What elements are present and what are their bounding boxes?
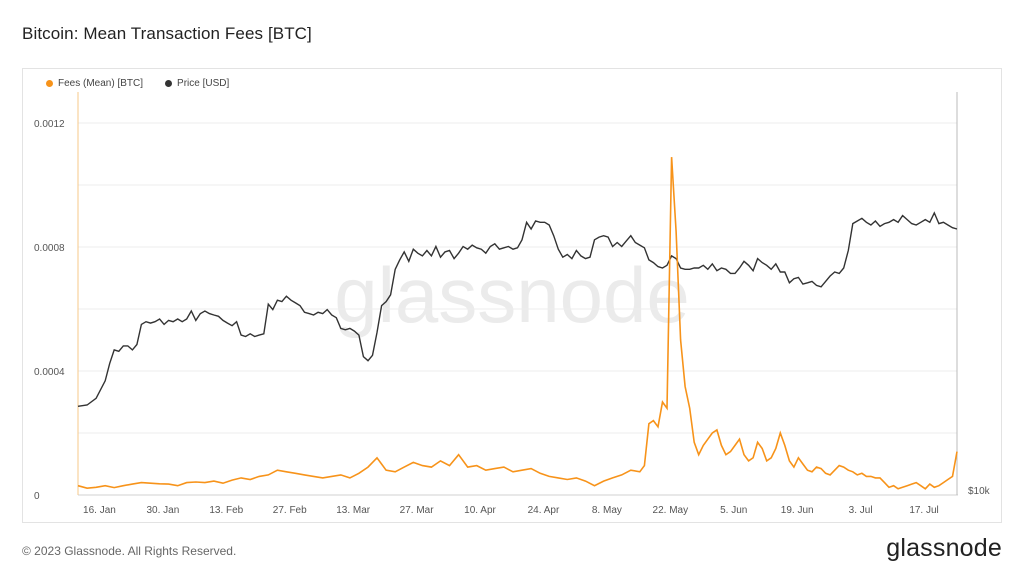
legend-item-price[interactable]: Price [USD] bbox=[165, 78, 229, 89]
x-tick-label: 16. Jan bbox=[83, 505, 116, 516]
chart-title: Bitcoin: Mean Transaction Fees [BTC] bbox=[22, 24, 312, 43]
x-tick-label: 13. Feb bbox=[209, 505, 243, 516]
x-tick-label: 3. Jul bbox=[849, 505, 873, 516]
y-tick-label: 0.0004 bbox=[34, 367, 65, 378]
x-tick-label: 5. Jun bbox=[720, 505, 747, 516]
chart-panel bbox=[22, 68, 1002, 523]
legend-dot-price bbox=[165, 80, 173, 87]
series-line-fees bbox=[77, 157, 958, 490]
brand-logo: glassnode bbox=[886, 534, 1002, 562]
x-tick-label: 19. Jun bbox=[781, 505, 814, 516]
y-tick-label: 0 bbox=[34, 491, 40, 502]
x-tick-label: 8. May bbox=[592, 505, 622, 516]
legend: Fees (Mean) [BTC] Price [USD] bbox=[46, 78, 229, 89]
grid-lines bbox=[78, 122, 957, 434]
x-tick-label: 30. Jan bbox=[146, 505, 179, 516]
y-axis-left: 0 0.0004 0.0008 0.0012 bbox=[34, 119, 65, 502]
x-tick-label: 17. Jul bbox=[909, 505, 938, 516]
legend-label-fees: Fees (Mean) [BTC] bbox=[58, 78, 144, 89]
y-tick-label: 0.0012 bbox=[34, 119, 65, 130]
x-axis: 16. Jan 30. Jan 13. Feb 27. Feb 13. Mar 27. M… bbox=[83, 505, 939, 516]
y-tick-label: 0.0008 bbox=[34, 243, 65, 254]
legend-dot-fees bbox=[46, 80, 53, 87]
series-line-price bbox=[77, 211, 958, 407]
x-tick-label: 13. Mar bbox=[336, 505, 371, 516]
x-tick-label: 27. Feb bbox=[273, 505, 307, 516]
y-axis-right: $10k bbox=[968, 486, 991, 497]
legend-label-price: Price [USD] bbox=[177, 78, 230, 89]
y-right-tick-label: $10k bbox=[968, 486, 991, 497]
x-tick-label: 10. Apr bbox=[464, 505, 496, 516]
watermark: glassnode bbox=[334, 251, 690, 339]
copyright-footer: © 2023 Glassnode. All Rights Reserved. bbox=[22, 544, 237, 558]
legend-item-fees[interactable]: Fees (Mean) [BTC] bbox=[46, 78, 143, 89]
x-tick-label: 27. Mar bbox=[400, 505, 435, 516]
x-tick-label: 24. Apr bbox=[528, 505, 560, 516]
x-tick-label: 22. May bbox=[653, 505, 689, 516]
